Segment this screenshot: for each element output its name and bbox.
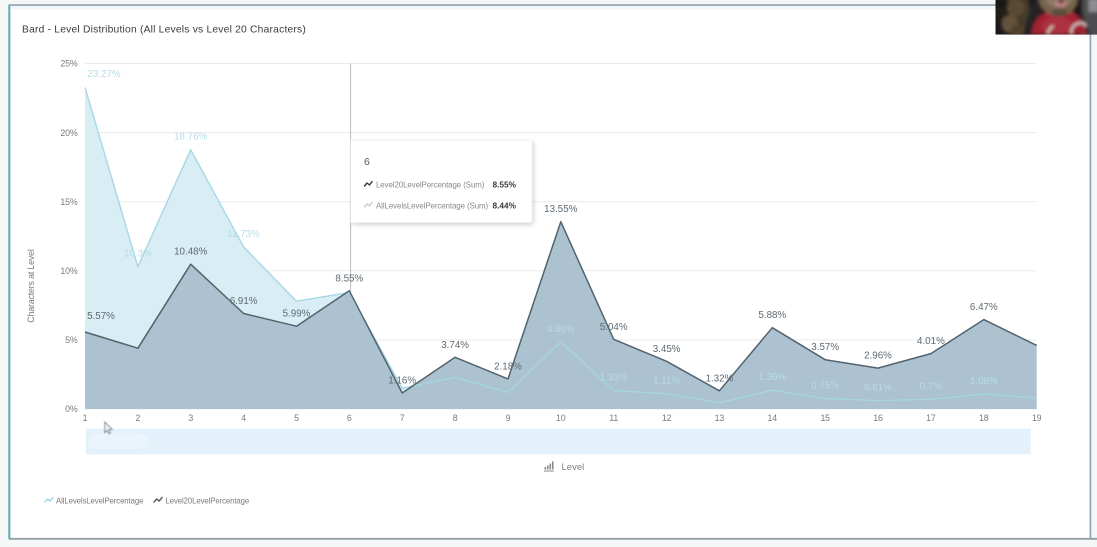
svg-text:25%: 25% — [60, 59, 77, 69]
svg-text:23.27%: 23.27% — [87, 69, 121, 80]
svg-text:8: 8 — [453, 413, 458, 423]
svg-text:1: 1 — [83, 413, 88, 423]
svg-text:19: 19 — [1032, 413, 1042, 423]
svg-text:7: 7 — [400, 413, 405, 423]
svg-text:5.88%: 5.88% — [758, 310, 786, 321]
svg-text:3.57%: 3.57% — [811, 342, 839, 353]
svg-text:0.75%: 0.75% — [811, 381, 839, 392]
svg-text:2.18%: 2.18% — [494, 361, 522, 372]
svg-text:0%: 0% — [65, 404, 78, 414]
svg-text:1.36%: 1.36% — [758, 372, 786, 383]
svg-text:16: 16 — [873, 413, 883, 423]
svg-text:AllLevelsLevelPercentage: AllLevelsLevelPercentage — [56, 497, 143, 506]
svg-text:0.61%: 0.61% — [864, 383, 892, 394]
svg-text:12: 12 — [662, 413, 672, 423]
svg-text:20%: 20% — [60, 128, 77, 138]
svg-text:5.04%: 5.04% — [600, 322, 628, 333]
svg-text:15: 15 — [820, 413, 830, 423]
svg-text:4.01%: 4.01% — [917, 336, 945, 347]
svg-text:4.86%: 4.86% — [547, 324, 575, 335]
svg-text:5: 5 — [294, 413, 299, 423]
svg-text:4: 4 — [241, 413, 246, 423]
svg-text:18.76%: 18.76% — [174, 132, 208, 143]
svg-text:Bard - Level Distribution (All: Bard - Level Distribution (All Levels vs… — [22, 25, 306, 36]
svg-text:1.11%: 1.11% — [653, 376, 680, 387]
svg-text:6: 6 — [347, 413, 352, 423]
svg-text:Characters at Level: Characters at Level — [26, 249, 36, 323]
svg-text:2: 2 — [136, 413, 141, 423]
svg-text:6.91%: 6.91% — [230, 296, 258, 307]
svg-text:10.3%: 10.3% — [124, 249, 152, 260]
svg-text:1.08%: 1.08% — [970, 376, 998, 387]
svg-text:Level20LevelPercentage: Level20LevelPercentage — [166, 497, 250, 506]
svg-text:17: 17 — [926, 413, 936, 423]
svg-text:6.47%: 6.47% — [970, 302, 998, 313]
svg-text:3.74%: 3.74% — [441, 340, 469, 351]
svg-text:3.45%: 3.45% — [653, 344, 681, 355]
svg-text:8.55%: 8.55% — [492, 180, 516, 190]
svg-text:15%: 15% — [60, 197, 77, 207]
svg-text:8.55%: 8.55% — [335, 273, 363, 284]
svg-text:8.44%: 8.44% — [492, 201, 516, 211]
svg-text:10: 10 — [556, 413, 566, 423]
svg-text:14: 14 — [768, 413, 778, 423]
svg-text:1.16%: 1.16% — [388, 376, 416, 387]
svg-text:3: 3 — [188, 413, 193, 423]
svg-text:10.48%: 10.48% — [174, 247, 208, 258]
svg-text:AllLevelsLevelPercentage (Sum): AllLevelsLevelPercentage (Sum) — [376, 202, 489, 211]
svg-text:Level20LevelPercentage (Sum): Level20LevelPercentage (Sum) — [376, 181, 485, 190]
svg-text:13: 13 — [715, 413, 725, 423]
svg-text:11.73%: 11.73% — [227, 229, 260, 240]
svg-text:18: 18 — [979, 413, 989, 423]
svg-text:13.55%: 13.55% — [544, 204, 578, 215]
svg-text:5.57%: 5.57% — [87, 311, 115, 322]
svg-text:6: 6 — [364, 156, 370, 168]
svg-text:Level: Level — [562, 462, 585, 473]
svg-text:0.7%: 0.7% — [920, 381, 943, 392]
svg-text:1.32%: 1.32% — [706, 373, 734, 384]
svg-text:9: 9 — [506, 413, 511, 423]
svg-text:5%: 5% — [65, 335, 78, 345]
svg-text:11: 11 — [609, 413, 618, 423]
svg-text:1.33%: 1.33% — [600, 373, 628, 384]
svg-text:2.96%: 2.96% — [864, 351, 892, 362]
svg-text:10%: 10% — [60, 266, 77, 276]
svg-text:5.99%: 5.99% — [283, 309, 311, 320]
